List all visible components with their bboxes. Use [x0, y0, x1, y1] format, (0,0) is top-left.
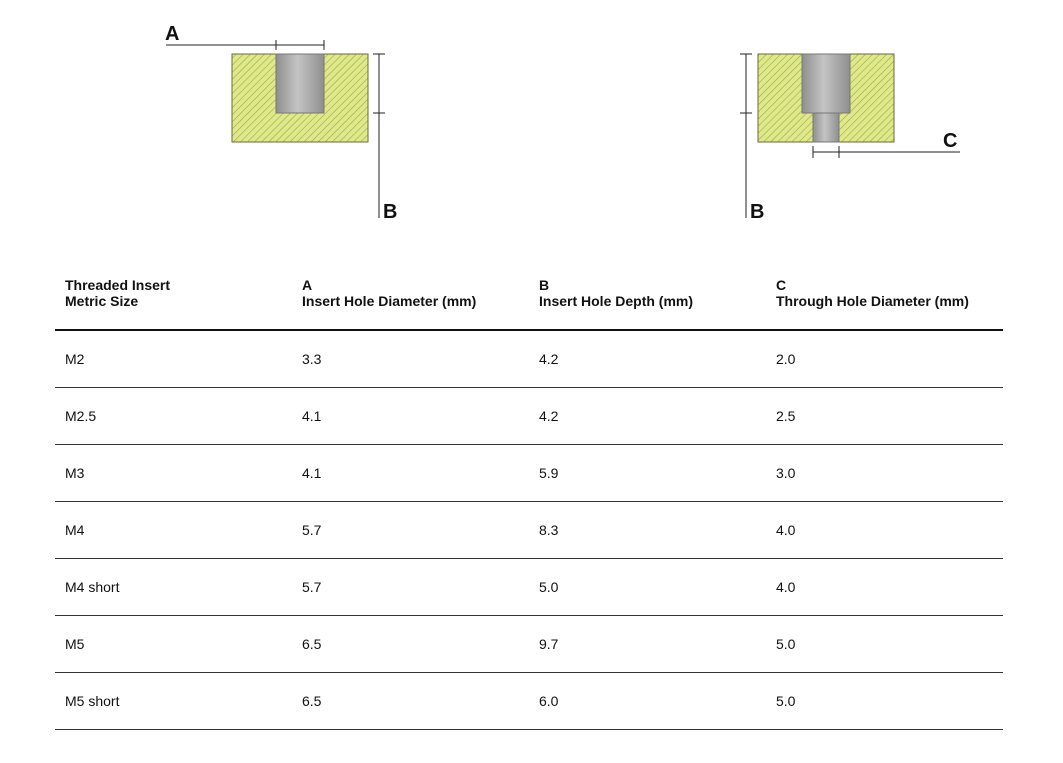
cell-through-hole-diameter: 4.0 — [766, 501, 1003, 559]
table-row: M2.5 4.1 4.2 2.5 — [55, 387, 1003, 445]
through-hole-diagram: B C — [740, 53, 960, 223]
insert-bore — [801, 53, 851, 114]
cell-insert-hole-diameter: 3.3 — [292, 330, 529, 388]
dimension-c-label: C — [943, 130, 957, 152]
cell-insert-hole-depth: 6.0 — [529, 672, 766, 730]
header-metric-size: Threaded Insert Metric Size — [55, 262, 292, 331]
cell-through-hole-diameter: 2.0 — [766, 330, 1003, 388]
blind-hole-diagram: A B — [165, 23, 397, 223]
cell-metric-size: M5 short — [55, 672, 292, 730]
insert-bore — [275, 53, 325, 114]
cell-insert-hole-depth: 8.3 — [529, 501, 766, 559]
table-header-row: Threaded Insert Metric Size A Insert Hol… — [55, 262, 1003, 331]
insert-hole-diagrams: A B B C — [165, 23, 960, 223]
table-row: M2 3.3 4.2 2.0 — [55, 330, 1003, 388]
dimension-b-label: B — [383, 201, 397, 223]
cell-through-hole-diameter: 5.0 — [766, 672, 1003, 730]
cell-insert-hole-depth: 4.2 — [529, 387, 766, 445]
header-insert-hole-diameter: A Insert Hole Diameter (mm) — [292, 262, 529, 331]
cell-metric-size: M4 — [55, 501, 292, 559]
dimension-b-label: B — [750, 201, 764, 223]
header-through-hole-diameter: C Through Hole Diameter (mm) — [766, 262, 1003, 331]
table-row: M3 4.1 5.9 3.0 — [55, 444, 1003, 502]
header-insert-hole-depth: B Insert Hole Depth (mm) — [529, 262, 766, 331]
cell-insert-hole-diameter: 5.7 — [292, 558, 529, 616]
table-row: M4 5.7 8.3 4.0 — [55, 501, 1003, 559]
through-bore — [812, 112, 840, 143]
cell-metric-size: M5 — [55, 615, 292, 673]
cell-insert-hole-depth: 9.7 — [529, 615, 766, 673]
cell-insert-hole-depth: 5.9 — [529, 444, 766, 502]
cell-insert-hole-diameter: 4.1 — [292, 387, 529, 445]
cell-metric-size: M2.5 — [55, 387, 292, 445]
cell-through-hole-diameter: 3.0 — [766, 444, 1003, 502]
cell-through-hole-diameter: 4.0 — [766, 558, 1003, 616]
cell-insert-hole-diameter: 6.5 — [292, 672, 529, 730]
table-row: M5 short 6.5 6.0 5.0 — [55, 672, 1003, 730]
cell-metric-size: M4 short — [55, 558, 292, 616]
cell-insert-hole-depth: 4.2 — [529, 330, 766, 388]
cell-metric-size: M2 — [55, 330, 292, 388]
table-row: M5 6.5 9.7 5.0 — [55, 615, 1003, 673]
cell-through-hole-diameter: 5.0 — [766, 615, 1003, 673]
insert-size-table: Threaded Insert Metric Size A Insert Hol… — [55, 262, 1003, 730]
cell-insert-hole-diameter: 4.1 — [292, 444, 529, 502]
dimension-a-label: A — [165, 23, 179, 45]
cell-through-hole-diameter: 2.5 — [766, 387, 1003, 445]
cell-insert-hole-diameter: 6.5 — [292, 615, 529, 673]
table-row: M4 short 5.7 5.0 4.0 — [55, 558, 1003, 616]
cell-insert-hole-depth: 5.0 — [529, 558, 766, 616]
cell-insert-hole-diameter: 5.7 — [292, 501, 529, 559]
cell-metric-size: M3 — [55, 444, 292, 502]
